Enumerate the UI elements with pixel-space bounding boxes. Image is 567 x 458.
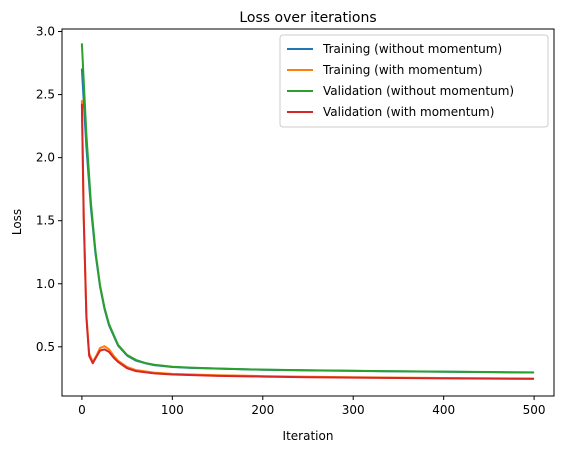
x-tick-label: 0 [78,403,86,417]
x-tick-label: 500 [523,403,546,417]
y-tick-label: 0.5 [36,340,55,354]
y-tick-label: 2.0 [36,151,55,165]
legend-box [279,34,549,128]
x-tick-label: 300 [342,403,365,417]
y-tick-label: 2.5 [36,88,55,102]
y-tick-label: 1.5 [36,214,55,228]
x-axis: 0 100 200 300 400 500 [78,396,546,417]
x-tick-label: 200 [251,403,274,417]
series-line-2 [80,99,535,380]
y-tick-label: 1.0 [36,277,55,291]
series-layer [80,43,535,380]
y-axis: 0.5 1.0 1.5 2.0 2.5 3.0 [36,25,62,354]
legend-label: Validation (with momentum) [323,105,494,119]
series-line-3 [80,43,535,374]
series-line-4 [80,103,535,380]
x-tick-label: 100 [161,403,184,417]
y-tick-label: 3.0 [36,25,55,39]
legend: Training (without momentum) Training (wit… [279,34,549,128]
legend-label: Training (with momentum) [322,63,483,77]
legend-label: Validation (without momentum) [323,84,514,98]
x-tick-label: 400 [432,403,455,417]
chart-title: Loss over iterations [239,10,376,26]
y-axis-label: Loss [10,209,24,235]
legend-label: Training (without momentum) [322,42,502,56]
x-axis-label: Iteration [283,429,334,443]
plot-frame [61,28,555,397]
